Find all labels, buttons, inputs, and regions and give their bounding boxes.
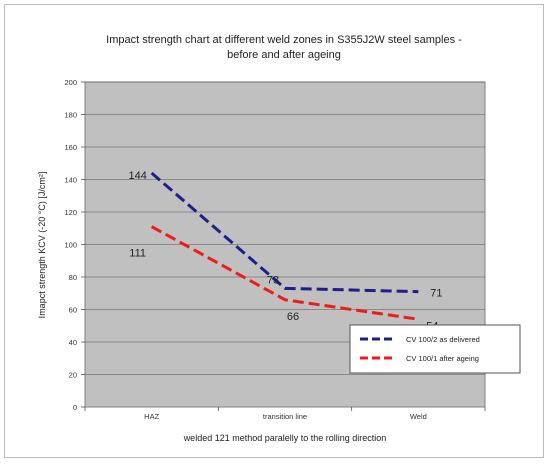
x-axis-label: welded 121 method paralelly to the rolli… [183,433,387,443]
x-tick-label: Weld [410,412,427,421]
legend-box [349,324,521,374]
chart-title-line-1: Impact strength chart at different weld … [106,34,462,46]
y-axis-ticks: 0 20 40 60 80 100 120 140 160 180 200 [64,78,85,412]
y-tick-label: 180 [64,111,77,120]
data-label: 66 [287,311,299,323]
data-label: 73 [267,274,279,286]
data-label: 111 [129,248,146,260]
y-tick-label: 200 [64,78,77,87]
y-tick-label: 80 [69,273,77,282]
y-axis-label: Imapct strength KCV (-20 °C) [J/cm²] [37,172,47,319]
chart-title-line-2: before and after ageing [227,49,341,61]
y-tick-label: 20 [69,371,77,380]
legend-label-after-ageing: CV 100/1 after ageing [406,354,479,363]
legend-label-as-delivered: CV 100/2 as delivered [406,335,480,344]
series-line-after-ageing [150,225,419,321]
legend: CV 100/2 as delivered CV 100/1 after age… [349,324,521,374]
x-tick-label: transition line [263,412,307,421]
x-axis-ticks: HAZ transition line Weld [84,407,486,421]
y-tick-label: 120 [64,208,77,217]
y-tick-label: 140 [64,176,77,185]
data-label: 144 [128,170,146,182]
y-tick-label: 40 [69,338,77,347]
grid-lines [85,81,485,375]
series-lines [150,171,419,321]
y-tick-label: 100 [64,241,77,250]
y-tick-label: 160 [64,143,77,152]
y-tick-label: 60 [69,306,77,315]
series-line-as-delivered [150,171,419,294]
x-tick-label: HAZ [144,412,159,421]
chart-title: Impact strength chart at different weld … [106,34,462,61]
data-label: 71 [430,288,442,300]
y-tick-label: 0 [73,403,77,412]
